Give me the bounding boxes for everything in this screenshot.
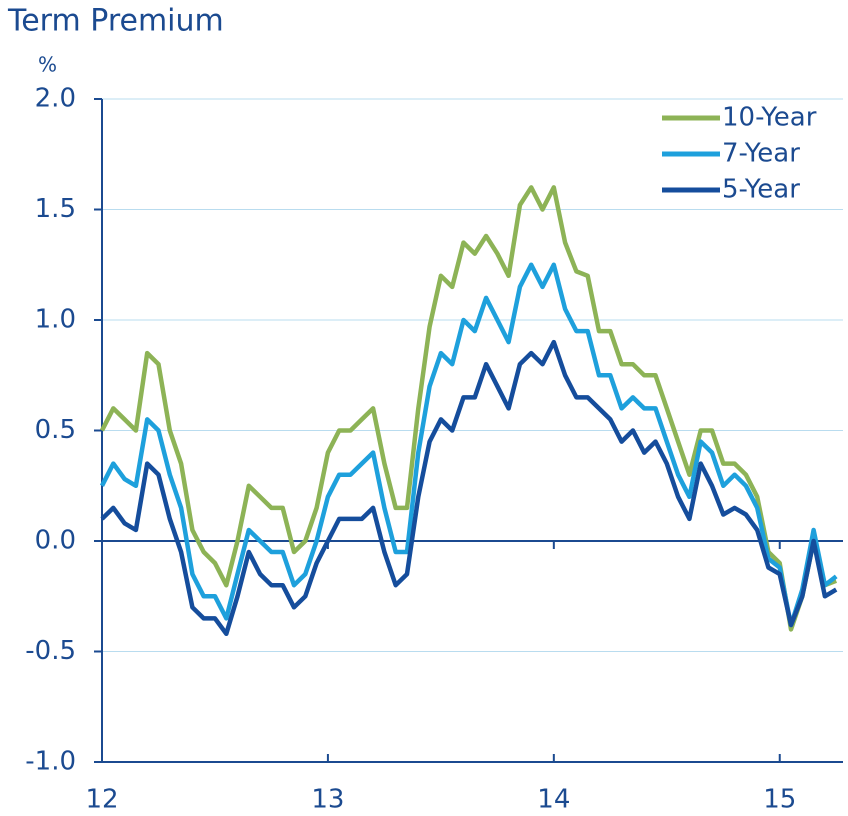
series-line: [99, 262, 838, 628]
y-tick-label: 1.5: [35, 194, 76, 224]
series-line: [99, 185, 838, 632]
x-tick-label: 13: [311, 785, 344, 815]
x-tick-label: 12: [85, 785, 118, 815]
y-tick-label: 0.0: [35, 526, 76, 556]
y-tick-label: -1.0: [25, 747, 76, 777]
chart-title: Term Premium: [7, 4, 224, 39]
y-tick-label: 2.0: [35, 84, 76, 114]
y-tick-label: 1.0: [35, 305, 76, 335]
y-tick-label: -0.5: [25, 636, 76, 666]
y-axis-unit: %: [38, 53, 57, 77]
y-tick-label: 0.5: [35, 415, 76, 445]
legend-label: 7-Year: [722, 139, 800, 169]
legend-label: 5-Year: [722, 175, 800, 205]
x-tick-label: 14: [537, 785, 570, 815]
series-line: [100, 339, 838, 637]
x-tick-label: 15: [763, 785, 796, 815]
legend-label: 10-Year: [722, 103, 817, 133]
